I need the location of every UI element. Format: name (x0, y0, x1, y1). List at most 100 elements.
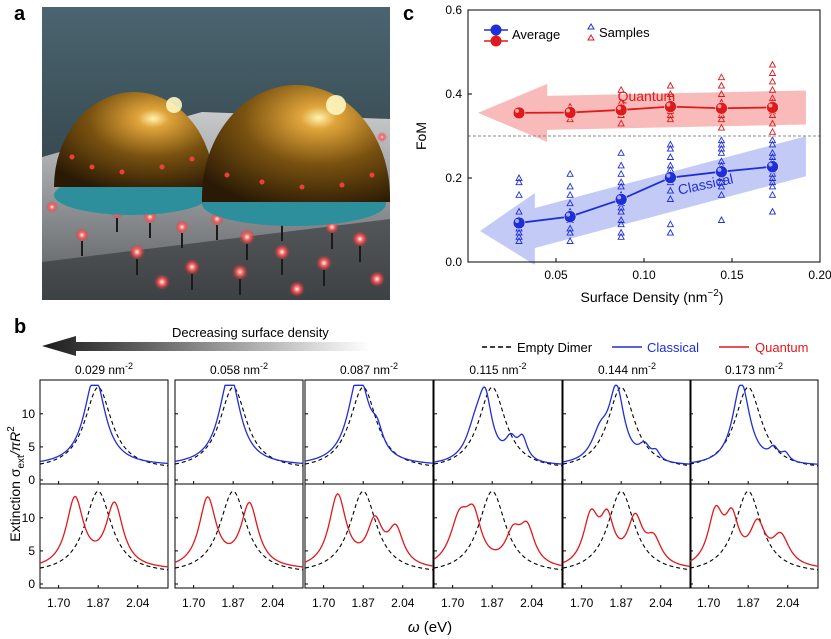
empty-dimer-curve (433, 490, 563, 571)
legend-quantum-avg-marker (490, 35, 502, 47)
quantum-band-arrow (478, 83, 806, 142)
classical-sample-marker (515, 237, 523, 244)
quantum-average-highlight (666, 102, 671, 107)
spectrum-frame (433, 483, 563, 589)
x-tick-label: 1.87 (222, 596, 246, 610)
y-tick-label: 0.4 (445, 87, 462, 101)
classical-sample-marker (566, 237, 574, 244)
quantum-average-highlight (768, 103, 773, 108)
quantum-spectrum-curve (433, 503, 563, 567)
empty-dimer-curve (174, 490, 304, 571)
quantum-sample-marker (666, 111, 675, 118)
classical-sample-marker (666, 153, 675, 160)
classical-average-highlight (617, 195, 622, 200)
classical-sample-marker (566, 169, 574, 177)
x-tick-label: 0.05 (544, 268, 568, 282)
classical-sample-marker (768, 190, 777, 198)
y-tick-label: 0.2 (445, 171, 462, 185)
classical-average-highlight (515, 218, 520, 223)
x-tick-label: 2.04 (261, 596, 285, 610)
empty-dimer-curve (433, 386, 563, 467)
classical-sample-marker (617, 161, 625, 169)
spectrum-frame (174, 483, 304, 589)
classical-sample-marker (768, 174, 777, 181)
classical-sample-marker (717, 157, 726, 165)
classical-sample-marker (617, 169, 625, 177)
classical-sample-marker (717, 216, 726, 223)
classical-average-highlight (768, 162, 773, 167)
classical-sample-marker (666, 195, 675, 202)
classical-average-point (715, 165, 728, 178)
quantum-sample-marker (717, 115, 726, 123)
y-tick-label: 10 (22, 511, 36, 525)
classical-sample-marker (666, 220, 675, 228)
x-tick-label: 1.87 (481, 596, 505, 610)
classical-sample-marker (566, 182, 574, 190)
quantum-average-highlight (617, 105, 622, 110)
classical-sample-marker (566, 224, 574, 232)
classical-sample-marker (666, 186, 675, 194)
classical-spectrum-curve (689, 384, 819, 465)
classical-sample-marker (515, 232, 523, 240)
classical-sample-marker (768, 148, 777, 156)
density-title: 0.087 nm-2 (340, 362, 398, 377)
x-tick-label: 1.70 (570, 596, 594, 610)
x-tick-label: 0.10 (632, 268, 656, 282)
panel-letter-c: c (403, 3, 415, 25)
quantum-sample-marker (666, 90, 675, 97)
classical-spectrum-curve (562, 384, 692, 465)
quantum-sample-marker (617, 119, 625, 127)
legend-classical-label: Classical (647, 340, 699, 355)
extinction-spectra-grid: 0.029 nm-2 0 5 10 0 5 10 1.70 1.87 2.04 0.058 nm-2… (6, 362, 819, 636)
y-axis-label: FoM (413, 122, 429, 150)
classical-sample-marker (566, 228, 574, 236)
quantum-spectrum-curve (689, 504, 819, 567)
classical-sample-marker (717, 136, 726, 144)
classical-sample-marker (617, 207, 625, 215)
x-tick-label: 1.70 (47, 596, 71, 610)
quantum-average-highlight (717, 104, 722, 109)
legend-classical-avg-marker (490, 24, 502, 36)
classical-sample-marker (717, 178, 726, 186)
panel-letter-a: a (14, 3, 26, 25)
density-title: 0.144 nm-2 (598, 362, 656, 377)
quantum-spectrum-curve (39, 495, 169, 568)
y-axis-label: Extinction σext/πR2 (6, 426, 27, 542)
quantum-band-label: Quantum (618, 88, 676, 104)
classical-sample-marker (566, 199, 574, 207)
x-tick-label: 1.70 (697, 596, 721, 610)
quantum-sample-marker (666, 81, 675, 89)
x-tick-label: 1.87 (352, 596, 376, 610)
classical-sample-marker (617, 232, 625, 240)
quantum-sample-marker (717, 73, 726, 81)
classical-sample-marker (717, 140, 726, 148)
x-tick-label: 1.87 (737, 596, 761, 610)
quantum-sample-marker (717, 81, 726, 89)
density-title: 0.115 nm-2 (469, 362, 526, 377)
x-tick-label: 1.87 (87, 596, 111, 610)
legend-quantum-label: Quantum (755, 340, 808, 355)
empty-dimer-curve (304, 490, 434, 571)
quantum-average-highlight (515, 108, 520, 113)
y-tick-label: 5 (28, 544, 35, 558)
empty-dimer-curve (562, 490, 692, 571)
quantum-sample-marker (768, 119, 777, 127)
classical-average-highlight (566, 212, 571, 217)
classical-sample-marker (617, 216, 625, 223)
legend-quantum-sample-marker (587, 34, 595, 41)
quantum-sample-marker (768, 60, 777, 68)
y-tick-label: 0.6 (445, 3, 462, 17)
classical-average-point (563, 210, 577, 223)
classical-sample-marker (617, 220, 625, 228)
density-title: 0.029 nm-2 (75, 362, 133, 377)
quantum-average-highlight (566, 108, 571, 113)
classical-sample-marker (515, 207, 523, 215)
quantum-average-point (614, 103, 628, 117)
classical-sample-marker (515, 174, 523, 181)
panel-b-header: Decreasing surface density Empty Dimer C… (42, 325, 808, 356)
quantum-average-point (715, 102, 728, 115)
x-tick-label: 2.04 (776, 596, 800, 610)
emitter-stems (81, 218, 361, 295)
classical-spectrum-curve (39, 384, 169, 465)
quantum-sample-marker (717, 111, 726, 118)
